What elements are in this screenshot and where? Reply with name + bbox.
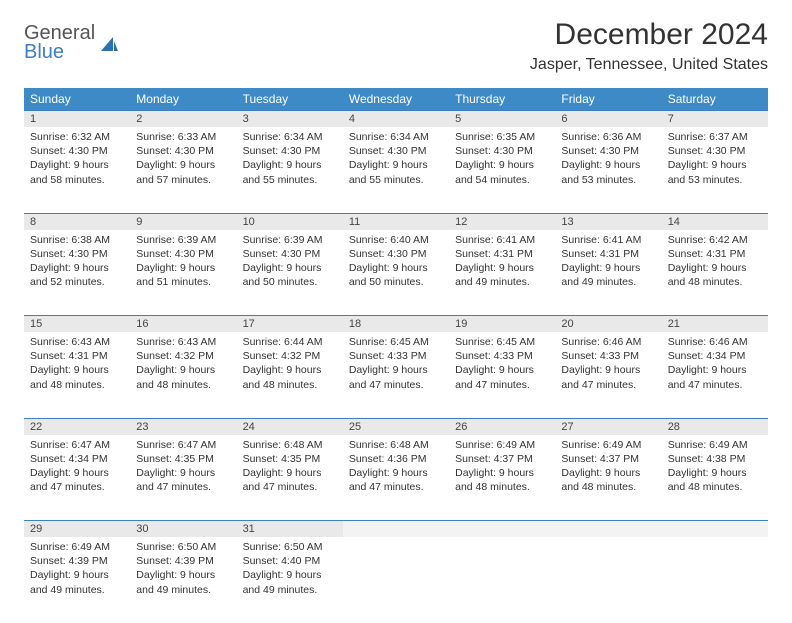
day-content-row: Sunrise: 6:32 AMSunset: 4:30 PMDaylight:… <box>24 127 768 213</box>
day-number-row: 1234567 <box>24 111 768 128</box>
day-content-cell: Sunrise: 6:35 AMSunset: 4:30 PMDaylight:… <box>449 127 555 213</box>
day-content-cell: Sunrise: 6:41 AMSunset: 4:31 PMDaylight:… <box>555 230 661 316</box>
day-content-cell: Sunrise: 6:34 AMSunset: 4:30 PMDaylight:… <box>343 127 449 213</box>
day-number-cell: 21 <box>662 316 768 333</box>
day-content-cell: Sunrise: 6:43 AMSunset: 4:32 PMDaylight:… <box>130 332 236 418</box>
day-content-row: Sunrise: 6:38 AMSunset: 4:30 PMDaylight:… <box>24 230 768 316</box>
day-content-cell <box>662 537 768 623</box>
day-content-cell: Sunrise: 6:47 AMSunset: 4:34 PMDaylight:… <box>24 435 130 521</box>
day-content-cell: Sunrise: 6:47 AMSunset: 4:35 PMDaylight:… <box>130 435 236 521</box>
weekday-header: Thursday <box>449 88 555 111</box>
day-number-cell: 25 <box>343 418 449 435</box>
day-number-row: 891011121314 <box>24 213 768 230</box>
day-content-cell: Sunrise: 6:39 AMSunset: 4:30 PMDaylight:… <box>237 230 343 316</box>
day-number-cell: 26 <box>449 418 555 435</box>
day-content-cell: Sunrise: 6:42 AMSunset: 4:31 PMDaylight:… <box>662 230 768 316</box>
day-content-cell: Sunrise: 6:48 AMSunset: 4:35 PMDaylight:… <box>237 435 343 521</box>
sail-icon <box>99 35 119 53</box>
day-content-cell: Sunrise: 6:49 AMSunset: 4:39 PMDaylight:… <box>24 537 130 623</box>
day-content-cell: Sunrise: 6:34 AMSunset: 4:30 PMDaylight:… <box>237 127 343 213</box>
day-number-cell: 10 <box>237 213 343 230</box>
day-content-row: Sunrise: 6:49 AMSunset: 4:39 PMDaylight:… <box>24 537 768 623</box>
day-content-cell: Sunrise: 6:48 AMSunset: 4:36 PMDaylight:… <box>343 435 449 521</box>
day-number-cell: 14 <box>662 213 768 230</box>
month-title: December 2024 <box>530 18 768 52</box>
location-label: Jasper, Tennessee, United States <box>530 56 768 74</box>
day-number-cell: 22 <box>24 418 130 435</box>
weekday-header: Tuesday <box>237 88 343 111</box>
day-content-cell: Sunrise: 6:39 AMSunset: 4:30 PMDaylight:… <box>130 230 236 316</box>
day-number-cell: 20 <box>555 316 661 333</box>
day-number-cell: 28 <box>662 418 768 435</box>
day-number-cell: 7 <box>662 111 768 128</box>
day-number-cell: 6 <box>555 111 661 128</box>
day-number-cell: 30 <box>130 521 236 538</box>
weekday-header: Friday <box>555 88 661 111</box>
day-number-cell: 3 <box>237 111 343 128</box>
day-content-cell: Sunrise: 6:46 AMSunset: 4:34 PMDaylight:… <box>662 332 768 418</box>
day-content-row: Sunrise: 6:47 AMSunset: 4:34 PMDaylight:… <box>24 435 768 521</box>
weekday-header-row: Sunday Monday Tuesday Wednesday Thursday… <box>24 88 768 111</box>
day-number-cell: 24 <box>237 418 343 435</box>
day-content-row: Sunrise: 6:43 AMSunset: 4:31 PMDaylight:… <box>24 332 768 418</box>
day-number-cell: 4 <box>343 111 449 128</box>
day-number-cell: 2 <box>130 111 236 128</box>
title-block: December 2024 Jasper, Tennessee, United … <box>530 18 768 74</box>
day-number-cell: 9 <box>130 213 236 230</box>
day-number-cell: 23 <box>130 418 236 435</box>
day-content-cell: Sunrise: 6:45 AMSunset: 4:33 PMDaylight:… <box>343 332 449 418</box>
day-content-cell: Sunrise: 6:38 AMSunset: 4:30 PMDaylight:… <box>24 230 130 316</box>
day-content-cell: Sunrise: 6:49 AMSunset: 4:37 PMDaylight:… <box>555 435 661 521</box>
day-content-cell: Sunrise: 6:33 AMSunset: 4:30 PMDaylight:… <box>130 127 236 213</box>
day-number-cell: 11 <box>343 213 449 230</box>
day-number-row: 293031 <box>24 521 768 538</box>
day-content-cell <box>555 537 661 623</box>
day-number-cell: 29 <box>24 521 130 538</box>
day-number-cell: 31 <box>237 521 343 538</box>
calendar-table: Sunday Monday Tuesday Wednesday Thursday… <box>24 88 768 623</box>
day-content-cell: Sunrise: 6:36 AMSunset: 4:30 PMDaylight:… <box>555 127 661 213</box>
day-content-cell: Sunrise: 6:50 AMSunset: 4:40 PMDaylight:… <box>237 537 343 623</box>
day-number-cell <box>555 521 661 538</box>
day-number-cell: 5 <box>449 111 555 128</box>
day-number-cell <box>449 521 555 538</box>
day-number-row: 15161718192021 <box>24 316 768 333</box>
day-number-cell: 8 <box>24 213 130 230</box>
logo-text: General Blue <box>24 22 95 64</box>
day-number-cell <box>343 521 449 538</box>
day-number-cell: 16 <box>130 316 236 333</box>
day-content-cell: Sunrise: 6:49 AMSunset: 4:37 PMDaylight:… <box>449 435 555 521</box>
day-content-cell: Sunrise: 6:32 AMSunset: 4:30 PMDaylight:… <box>24 127 130 213</box>
day-content-cell: Sunrise: 6:46 AMSunset: 4:33 PMDaylight:… <box>555 332 661 418</box>
day-number-cell: 13 <box>555 213 661 230</box>
day-content-cell: Sunrise: 6:43 AMSunset: 4:31 PMDaylight:… <box>24 332 130 418</box>
day-content-cell: Sunrise: 6:40 AMSunset: 4:30 PMDaylight:… <box>343 230 449 316</box>
day-number-row: 22232425262728 <box>24 418 768 435</box>
day-content-cell: Sunrise: 6:44 AMSunset: 4:32 PMDaylight:… <box>237 332 343 418</box>
day-number-cell: 27 <box>555 418 661 435</box>
day-content-cell: Sunrise: 6:45 AMSunset: 4:33 PMDaylight:… <box>449 332 555 418</box>
day-content-cell <box>449 537 555 623</box>
day-content-cell: Sunrise: 6:50 AMSunset: 4:39 PMDaylight:… <box>130 537 236 623</box>
day-content-cell <box>343 537 449 623</box>
day-number-cell: 15 <box>24 316 130 333</box>
logo: General Blue <box>24 22 119 64</box>
day-content-cell: Sunrise: 6:41 AMSunset: 4:31 PMDaylight:… <box>449 230 555 316</box>
day-number-cell: 19 <box>449 316 555 333</box>
day-content-cell: Sunrise: 6:37 AMSunset: 4:30 PMDaylight:… <box>662 127 768 213</box>
weekday-header: Sunday <box>24 88 130 111</box>
day-number-cell: 1 <box>24 111 130 128</box>
day-content-cell: Sunrise: 6:49 AMSunset: 4:38 PMDaylight:… <box>662 435 768 521</box>
weekday-header: Wednesday <box>343 88 449 111</box>
day-number-cell: 18 <box>343 316 449 333</box>
weekday-header: Saturday <box>662 88 768 111</box>
day-number-cell: 17 <box>237 316 343 333</box>
weekday-header: Monday <box>130 88 236 111</box>
day-number-cell <box>662 521 768 538</box>
header-row: General Blue December 2024 Jasper, Tenne… <box>24 18 768 74</box>
day-number-cell: 12 <box>449 213 555 230</box>
